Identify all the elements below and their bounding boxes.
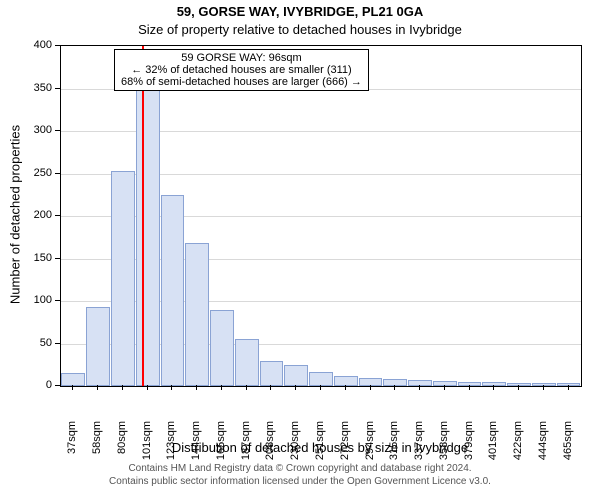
xtick-label: 294sqm (364, 421, 376, 471)
xtick-mark (444, 385, 445, 390)
info-box-line: 68% of semi-detached houses are larger (… (121, 76, 362, 88)
xtick-mark (270, 385, 271, 390)
xtick-label: 80sqm (116, 421, 128, 471)
ytick-label: 300 (20, 124, 52, 136)
histogram-bar (334, 376, 358, 386)
xtick-mark (72, 385, 73, 390)
ytick-label: 400 (20, 39, 52, 51)
info-box-line: ← 32% of detached houses are smaller (31… (121, 64, 362, 76)
footer-line-2: Contains public sector information licen… (0, 476, 600, 489)
xtick-mark (394, 385, 395, 390)
xtick-mark (345, 385, 346, 390)
xtick-label: 144sqm (190, 421, 202, 471)
xtick-label: 58sqm (91, 421, 103, 471)
xtick-label: 401sqm (487, 421, 499, 471)
histogram-bar (136, 87, 160, 386)
xtick-label: 165sqm (215, 421, 227, 471)
chart-subtitle: Size of property relative to detached ho… (0, 22, 600, 37)
histogram-bar (86, 307, 110, 386)
xtick-mark (320, 385, 321, 390)
xtick-mark (147, 385, 148, 390)
ytick-mark (55, 173, 60, 174)
xtick-label: 358sqm (438, 421, 450, 471)
ytick-mark (55, 385, 60, 386)
xtick-label: 37sqm (66, 421, 78, 471)
ytick-label: 250 (20, 167, 52, 179)
ytick-mark (55, 130, 60, 131)
xtick-mark (97, 385, 98, 390)
xtick-label: 337sqm (413, 421, 425, 471)
histogram-bar (433, 381, 457, 386)
histogram-bar (185, 243, 209, 386)
xtick-mark (171, 385, 172, 390)
ytick-mark (55, 45, 60, 46)
ytick-mark (55, 343, 60, 344)
histogram-bar (161, 195, 185, 386)
xtick-mark (221, 385, 222, 390)
histogram-bar (309, 372, 333, 386)
ytick-label: 200 (20, 209, 52, 221)
ytick-label: 150 (20, 252, 52, 264)
xtick-label: 465sqm (562, 421, 574, 471)
xtick-label: 379sqm (463, 421, 475, 471)
xtick-label: 315sqm (388, 421, 400, 471)
xtick-mark (295, 385, 296, 390)
ytick-mark (55, 258, 60, 259)
ytick-label: 100 (20, 294, 52, 306)
histogram-bar (532, 383, 556, 386)
ytick-label: 50 (20, 337, 52, 349)
subject-property-marker (142, 46, 144, 386)
xtick-label: 101sqm (141, 421, 153, 471)
xtick-mark (543, 385, 544, 390)
ytick-mark (55, 215, 60, 216)
ytick-mark (55, 300, 60, 301)
ytick-label: 350 (20, 82, 52, 94)
histogram-bar (111, 171, 135, 386)
xtick-mark (568, 385, 569, 390)
xtick-mark (370, 385, 371, 390)
xtick-mark (246, 385, 247, 390)
info-box: 59 GORSE WAY: 96sqm← 32% of detached hou… (114, 49, 369, 91)
xtick-label: 251sqm (314, 421, 326, 471)
xtick-label: 208sqm (264, 421, 276, 471)
xtick-mark (518, 385, 519, 390)
xtick-label: 444sqm (537, 421, 549, 471)
xtick-mark (419, 385, 420, 390)
histogram-bar (284, 365, 308, 386)
xtick-label: 230sqm (289, 421, 301, 471)
histogram-bar (260, 361, 284, 387)
plot-area (60, 45, 582, 387)
xtick-mark (493, 385, 494, 390)
xtick-label: 272sqm (339, 421, 351, 471)
xtick-mark (469, 385, 470, 390)
chart-root: 59, GORSE WAY, IVYBRIDGE, PL21 0GA Size … (0, 0, 600, 500)
xtick-mark (122, 385, 123, 390)
ytick-mark (55, 88, 60, 89)
chart-title-address: 59, GORSE WAY, IVYBRIDGE, PL21 0GA (0, 4, 600, 19)
xtick-mark (196, 385, 197, 390)
info-box-line: 59 GORSE WAY: 96sqm (121, 52, 362, 64)
xtick-label: 187sqm (240, 421, 252, 471)
xtick-label: 422sqm (512, 421, 524, 471)
histogram-bar (210, 310, 234, 387)
histogram-bar (235, 339, 259, 386)
ytick-label: 0 (20, 379, 52, 391)
xtick-label: 123sqm (165, 421, 177, 471)
